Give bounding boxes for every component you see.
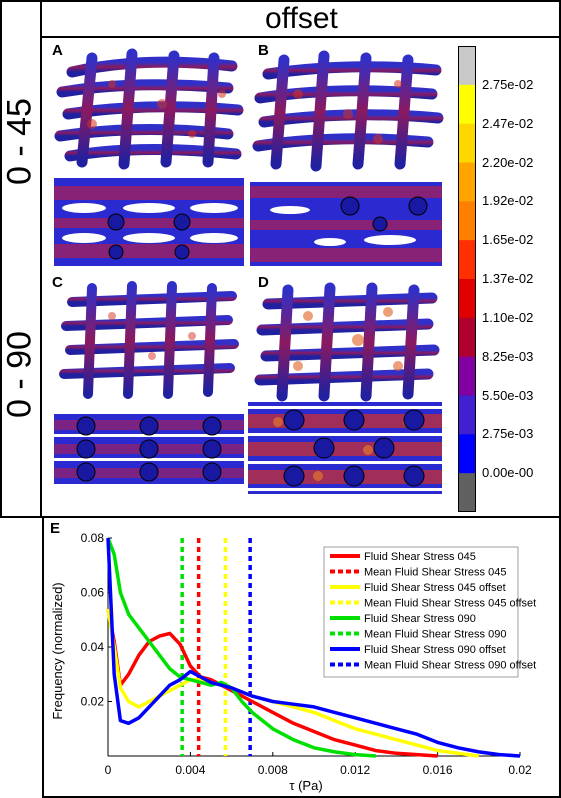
y-axis-label: Frequency (normalized) <box>50 582 65 719</box>
x-axis-label: τ (Pa) <box>289 778 322 793</box>
x-tick-label: 0 <box>105 763 112 777</box>
colorbar-tick-label: 2.47e-02 <box>482 115 534 131</box>
column-header: offset <box>265 2 338 35</box>
panel-b-cross-section <box>250 182 442 266</box>
x-tick-label: 0.016 <box>423 763 453 777</box>
colorbar-segment <box>458 240 476 280</box>
legend-label: Fluid Shear Stress 045 offset <box>364 582 506 594</box>
legend-label: Mean Fluid Shear Stress 090 offset <box>364 660 536 672</box>
legend-label: Fluid Shear Stress 045 <box>364 551 476 563</box>
colorbar-segment <box>458 434 476 474</box>
panel-a-scaffold-3d <box>54 48 244 170</box>
panel-c-cross-section <box>54 414 244 484</box>
colorbar-tick-label: 1.92e-02 <box>482 193 534 209</box>
shear-stress-histogram-chart: Frequency (normalized) τ (Pa) 0 0.004 0.00… <box>50 531 536 793</box>
colorbar-segment <box>458 162 476 202</box>
colorbar-segment <box>458 317 476 358</box>
series-line <box>106 537 521 758</box>
row-label-0-90: 0 - 90 <box>0 331 39 418</box>
x-tick-label: 0.008 <box>258 763 288 777</box>
colorbar-segment <box>458 279 476 319</box>
row-label-0-45: 0 - 45 <box>0 98 39 185</box>
series-line <box>106 537 376 758</box>
colorbar-tick-label: 2.75e-02 <box>482 76 534 92</box>
row-label-column <box>0 36 42 518</box>
colorbar-tick-label: 8.25e-03 <box>482 348 534 364</box>
panel-label-a: A <box>52 42 63 59</box>
colorbar-tick-label: 1.65e-02 <box>482 232 534 248</box>
colorbar-segment <box>458 356 476 396</box>
colorbar-segment <box>458 395 476 435</box>
colorbar-tick-label: 1.10e-02 <box>482 309 534 325</box>
figure-bottom-frame <box>42 516 561 798</box>
y-tick-label: 0.04 <box>81 640 105 654</box>
colorbar-segment <box>458 123 476 163</box>
legend-label: Fluid Shear Stress 090 offset <box>364 644 506 656</box>
column-header-cell <box>40 0 561 38</box>
y-tick-label: 0.06 <box>81 586 105 600</box>
colorbar-tick-label: 0.00e-00 <box>482 465 534 481</box>
colorbar-segment <box>458 201 476 241</box>
panel-label-e: E <box>50 520 61 537</box>
legend-box <box>323 546 519 678</box>
colorbar-tick-label: 5.50e-03 <box>482 387 534 403</box>
legend-label: Fluid Shear Stress 090 <box>364 613 476 625</box>
y-tick-label: 0.02 <box>81 695 105 709</box>
panel-label-b: B <box>258 42 269 59</box>
panel-d-cross-section <box>248 402 442 494</box>
colorbar-tick-label: 1.37e-02 <box>482 271 534 286</box>
colorbar-tick-label: 2.75e-03 <box>482 426 534 442</box>
x-tick-label: 0.012 <box>340 763 370 777</box>
colorbar-segment <box>458 473 476 512</box>
colorbar-tick-label: 2.20e-02 <box>482 154 534 170</box>
panel-d-scaffold-3d <box>254 282 440 402</box>
panel-b-scaffold-3d <box>252 50 444 172</box>
legend-label: Mean Fluid Shear Stress 045 <box>364 567 506 579</box>
colorbar-segment <box>458 84 476 125</box>
x-tick-label: 0.02 <box>508 763 532 777</box>
x-tick-label: 0.004 <box>175 763 205 777</box>
colorbar <box>458 46 476 512</box>
panel-c-scaffold-3d <box>59 281 239 399</box>
legend-label: Mean Fluid Shear Stress 090 <box>364 629 506 641</box>
legend-label: Mean Fluid Shear Stress 045 offset <box>364 598 536 610</box>
y-tick-label: 0.08 <box>81 531 105 545</box>
panel-label-d: D <box>258 274 269 291</box>
panel-label-c: C <box>52 274 63 291</box>
colorbar-segment <box>458 46 476 86</box>
panel-a-cross-section <box>54 178 244 266</box>
